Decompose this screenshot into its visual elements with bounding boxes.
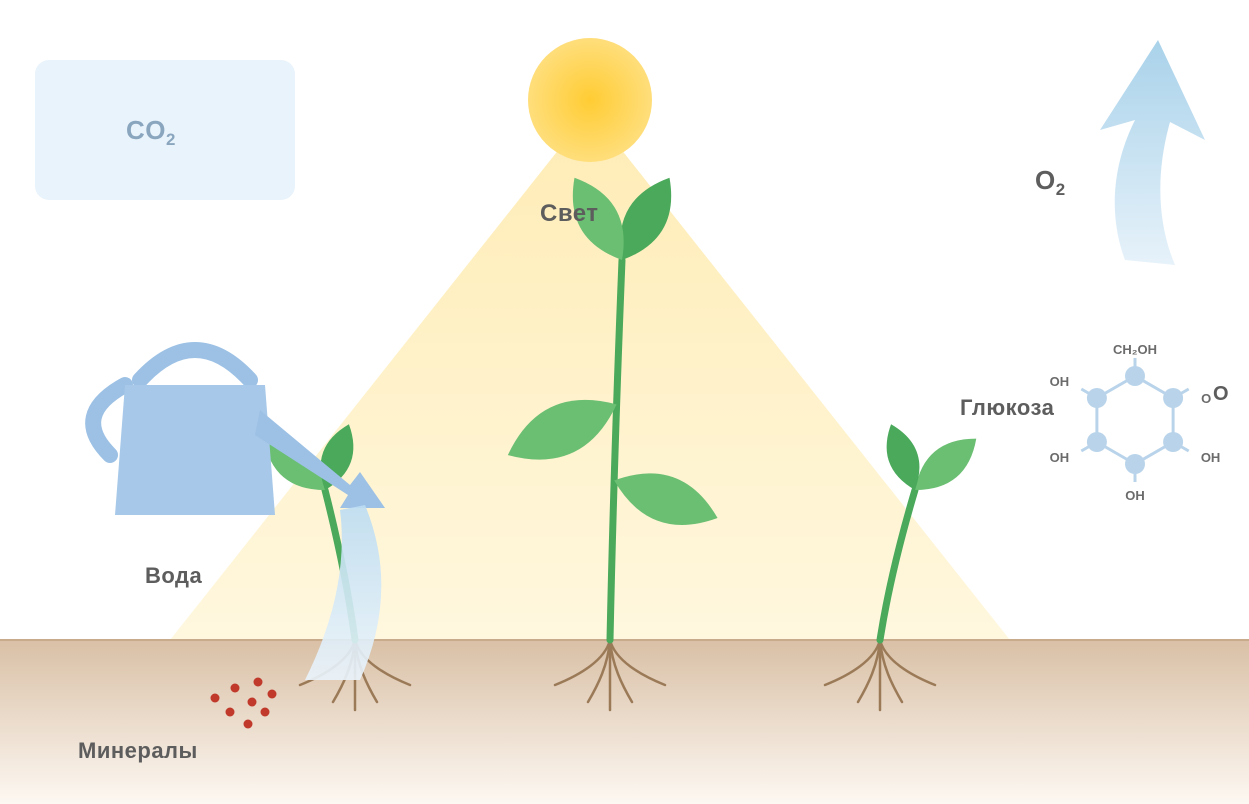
glucose-molecule-icon: CH₂OH O OH OH OH OH O [1050,342,1229,503]
svg-text:OH: OH [1201,450,1221,465]
co2-sub: 2 [166,130,176,149]
o2-arrow-icon [1100,40,1205,265]
svg-text:OH: OH [1050,450,1070,465]
co2-label: CO2 [126,115,176,150]
light-label: Свет [540,200,599,228]
svg-text:OH: OH [1125,488,1145,503]
svg-text:CH₂OH: CH₂OH [1113,342,1157,357]
glucose-label: Глюкоза [960,395,1054,421]
o2-sub: 2 [1056,180,1066,199]
o2-label: O2 [1035,165,1066,200]
svg-text:O: O [1213,383,1229,405]
co2-text: CO [126,115,166,145]
water-label: Вода [145,563,202,589]
ground [0,640,1249,804]
minerals-label: Минералы [78,738,198,764]
svg-text:O: O [1201,391,1211,406]
o2-text: O [1035,165,1056,195]
photosynthesis-diagram: CH₂OHOOHOHOHOHO CO2 Свет O2 Глюкоза Вода… [0,0,1249,804]
sun-icon [528,38,652,162]
svg-text:OH: OH [1050,374,1070,389]
scene-svg: CH₂OH O OH OH OH OH O [0,0,1249,804]
